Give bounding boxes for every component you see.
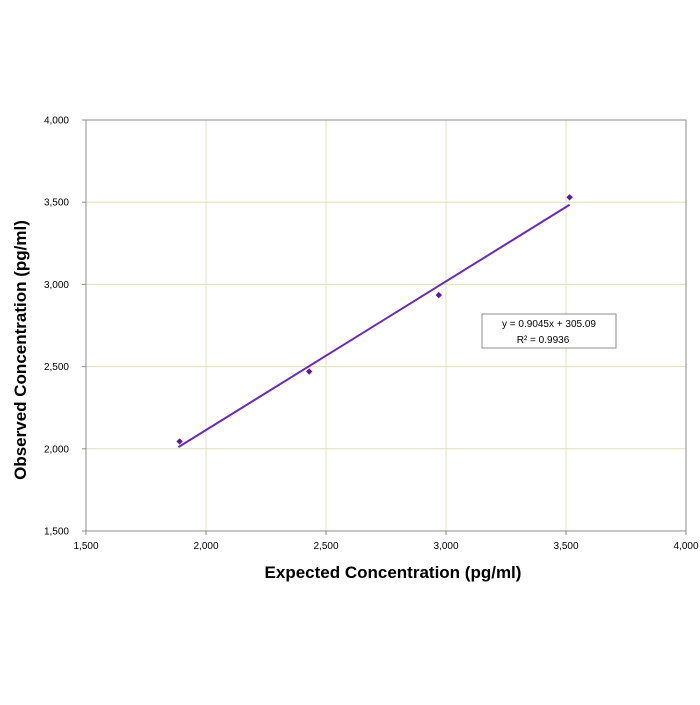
x-tick-label: 2,000 xyxy=(193,541,218,552)
y-tick-label: 2,000 xyxy=(44,444,69,455)
y-tick-label: 3,500 xyxy=(44,198,69,209)
y-tick-labels: 1,500 2,000 2,500 3,000 3,500 4,000 xyxy=(44,116,86,538)
data-point xyxy=(176,438,183,445)
equation-box-frame xyxy=(481,313,617,349)
gridlines xyxy=(86,120,686,531)
x-tick-label: 3,500 xyxy=(553,541,578,552)
trendline-group xyxy=(177,203,571,448)
data-point xyxy=(435,291,442,299)
equation-box: y = 0.9045x + 305.09 R² = 0.9936 xyxy=(481,313,617,349)
y-axis-title: Observed Concentration (pg/ml) xyxy=(11,220,30,480)
y-tick-label: 1,500 xyxy=(44,527,69,538)
x-axis-title: Expected Concentration (pg/ml) xyxy=(265,563,522,582)
y-tick-label: 2,500 xyxy=(44,362,69,373)
r-squared-label: R² = 0.9936 xyxy=(517,335,570,346)
data-point xyxy=(306,368,313,375)
x-tick-label: 3,000 xyxy=(433,541,458,552)
x-tick-label: 2,500 xyxy=(313,541,338,552)
trendline-equation: y = 0.9045x + 305.09 xyxy=(502,319,596,330)
trendline xyxy=(177,203,571,448)
x-tick-label: 4,000 xyxy=(673,541,698,552)
plot-area xyxy=(85,119,687,532)
data-point xyxy=(566,194,573,201)
y-tick-label: 4,000 xyxy=(44,116,69,127)
x-tick-labels: 1,500 2,000 2,500 3,000 3,500 4,000 xyxy=(73,531,699,552)
data-points xyxy=(176,194,573,445)
y-tick-label: 3,000 xyxy=(44,280,69,291)
x-tick-label: 1,500 xyxy=(73,541,98,552)
